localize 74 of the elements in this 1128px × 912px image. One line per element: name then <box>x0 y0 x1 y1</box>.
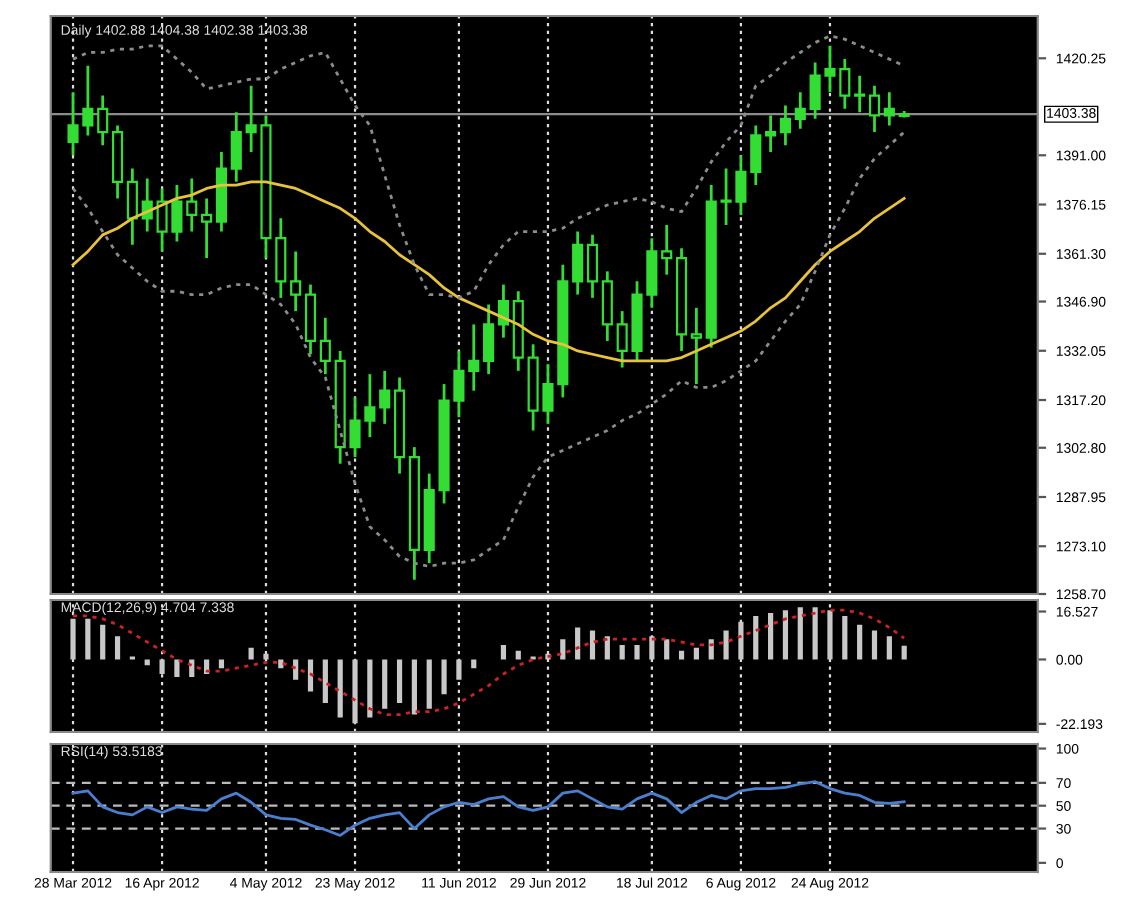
bar <box>396 659 403 703</box>
bar <box>263 653 269 660</box>
line-series <box>71 780 906 837</box>
bar <box>278 659 284 669</box>
bar <box>886 636 892 660</box>
bar <box>797 607 803 660</box>
candlestick <box>779 104 792 147</box>
bar <box>827 610 833 660</box>
bar <box>322 659 328 703</box>
bar <box>723 630 729 660</box>
bar <box>738 621 744 660</box>
candlestick <box>572 230 584 296</box>
bar <box>85 618 91 660</box>
candlestick <box>661 223 673 277</box>
bar <box>664 639 670 660</box>
candlestick <box>854 74 866 114</box>
bar <box>842 615 848 660</box>
bar <box>114 636 121 660</box>
line-series <box>71 180 906 363</box>
bar <box>100 624 106 660</box>
candlestick <box>126 167 138 247</box>
bar <box>471 659 477 669</box>
bar <box>337 659 343 718</box>
candlestick <box>483 303 495 376</box>
bar <box>174 659 180 677</box>
candlestick <box>290 250 302 313</box>
bar <box>382 659 388 709</box>
bar <box>589 630 596 660</box>
candlestick <box>690 306 702 386</box>
bar <box>248 647 254 660</box>
bar <box>649 636 655 660</box>
bar <box>768 613 774 660</box>
candlestick <box>586 233 599 300</box>
candlestick <box>868 84 881 134</box>
candlestick <box>230 110 242 184</box>
bar <box>352 659 358 724</box>
bar <box>441 659 447 695</box>
bar <box>634 644 640 660</box>
bar <box>70 618 76 660</box>
bar <box>871 630 878 660</box>
candlestick <box>794 90 806 131</box>
bar <box>560 639 566 660</box>
candlestick <box>497 283 510 340</box>
bar <box>144 659 150 666</box>
candlestick <box>765 114 777 154</box>
bar <box>500 644 507 660</box>
bar <box>901 645 907 660</box>
candlestick <box>319 316 331 376</box>
bar <box>619 644 625 660</box>
bar <box>293 659 299 680</box>
bar <box>307 659 314 692</box>
bar <box>456 659 462 680</box>
bar <box>693 647 699 660</box>
bar <box>218 659 225 669</box>
bar <box>159 659 165 674</box>
bar <box>857 624 863 660</box>
candlestick <box>601 269 613 343</box>
bar <box>812 607 818 660</box>
candlestick <box>379 369 391 426</box>
candlestick <box>750 124 762 187</box>
bar <box>426 659 432 709</box>
bar <box>189 659 195 677</box>
candlestick <box>97 94 109 147</box>
bar <box>753 615 759 660</box>
candlestick <box>186 177 198 233</box>
bar <box>204 659 210 674</box>
candlestick <box>468 323 480 393</box>
candlestick <box>304 283 317 356</box>
bar <box>782 610 789 660</box>
bar <box>411 659 417 715</box>
line-series <box>71 130 906 568</box>
candlestick <box>201 197 213 260</box>
candlestick <box>883 90 895 127</box>
bar <box>367 659 373 718</box>
